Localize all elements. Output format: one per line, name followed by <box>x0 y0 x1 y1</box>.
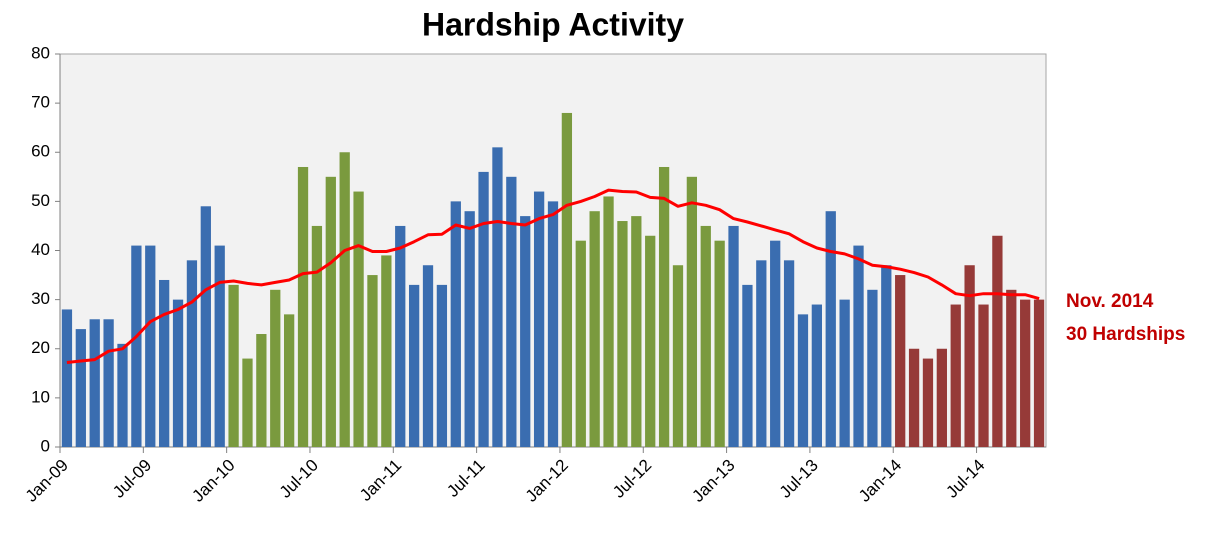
bar <box>117 343 128 447</box>
x-tick-label: Jul-11 <box>443 456 488 501</box>
bar <box>297 166 309 448</box>
bar <box>547 201 559 447</box>
bar <box>228 284 239 447</box>
bar <box>506 176 517 447</box>
x-tick-label: Jul-14 <box>942 456 988 502</box>
bar <box>631 216 642 447</box>
bar <box>408 284 420 447</box>
bar <box>672 265 684 447</box>
bar <box>867 289 878 447</box>
bar <box>783 260 795 447</box>
y-tick-label: 0 <box>41 436 50 455</box>
bar <box>339 152 350 447</box>
bar <box>284 314 295 447</box>
bar <box>159 279 170 447</box>
y-tick-label: 20 <box>31 338 50 357</box>
bar <box>825 211 836 447</box>
bar <box>839 299 850 447</box>
bar <box>922 358 934 447</box>
x-tick-label: Jan-13 <box>688 456 738 506</box>
x-tick-label: Jul-09 <box>109 456 155 502</box>
bar <box>145 245 156 447</box>
bar <box>811 304 822 447</box>
bar <box>742 284 753 447</box>
bar <box>325 176 336 447</box>
bar <box>770 240 781 447</box>
bar <box>533 191 545 447</box>
x-tick-label: Jan-11 <box>356 456 405 505</box>
x-tick-label: Jan-09 <box>22 456 72 506</box>
bar <box>950 304 961 447</box>
bar <box>89 319 100 447</box>
x-tick-label: Jul-12 <box>609 456 655 502</box>
bar <box>964 265 975 447</box>
bar <box>561 112 573 447</box>
bar <box>1020 299 1031 447</box>
bar <box>756 260 767 447</box>
bar <box>978 304 989 447</box>
y-tick-label: 10 <box>31 387 50 406</box>
bar <box>492 147 503 447</box>
bar <box>686 176 698 447</box>
y-tick-label: 60 <box>31 142 50 161</box>
bar <box>853 245 864 447</box>
bar <box>256 334 267 447</box>
bar <box>450 201 461 447</box>
bar <box>381 255 392 447</box>
y-tick-label: 80 <box>31 43 50 62</box>
bar <box>464 211 475 447</box>
bar <box>131 245 142 447</box>
bar <box>395 225 406 447</box>
bar <box>714 240 725 447</box>
x-tick-label: Jul-10 <box>276 456 322 502</box>
bar <box>936 348 947 447</box>
x-tick-label: Jan-10 <box>188 456 238 506</box>
y-tick-label: 40 <box>31 240 50 259</box>
bar <box>992 235 1003 447</box>
bar <box>61 309 73 447</box>
bar <box>589 211 600 447</box>
bar <box>270 289 281 447</box>
bar <box>658 166 670 448</box>
bar <box>1033 299 1045 447</box>
bar <box>617 221 628 447</box>
x-tick-label: Jul-13 <box>776 456 822 502</box>
x-tick-label: Jan-12 <box>522 456 572 506</box>
bar <box>311 225 323 447</box>
bar <box>75 329 86 447</box>
bar <box>478 171 489 447</box>
chart-title: Hardship Activity <box>422 6 684 42</box>
y-tick-label: 50 <box>31 191 50 210</box>
bar <box>603 196 614 447</box>
bar <box>797 314 809 447</box>
bar <box>353 191 364 447</box>
bar <box>908 348 920 447</box>
y-tick-label: 30 <box>31 289 50 308</box>
annotation: Nov. 2014 <box>1066 291 1154 312</box>
bar <box>520 216 531 447</box>
bar <box>186 260 198 447</box>
bar <box>881 265 892 447</box>
y-tick-label: 70 <box>31 93 50 112</box>
bar <box>645 235 656 447</box>
annotation: 30 Hardships <box>1066 324 1185 345</box>
bar <box>103 319 114 447</box>
bar <box>728 225 739 447</box>
bar <box>1006 289 1017 447</box>
trend-line <box>66 188 1040 364</box>
bar <box>422 265 434 447</box>
bar <box>700 225 711 447</box>
bar <box>895 275 906 447</box>
bar <box>214 245 225 447</box>
bar <box>172 299 184 447</box>
bar <box>436 284 448 447</box>
bar <box>367 275 378 447</box>
bar <box>200 206 211 447</box>
x-tick-label: Jan-14 <box>855 456 905 506</box>
bar <box>242 358 253 447</box>
bar <box>575 240 586 447</box>
